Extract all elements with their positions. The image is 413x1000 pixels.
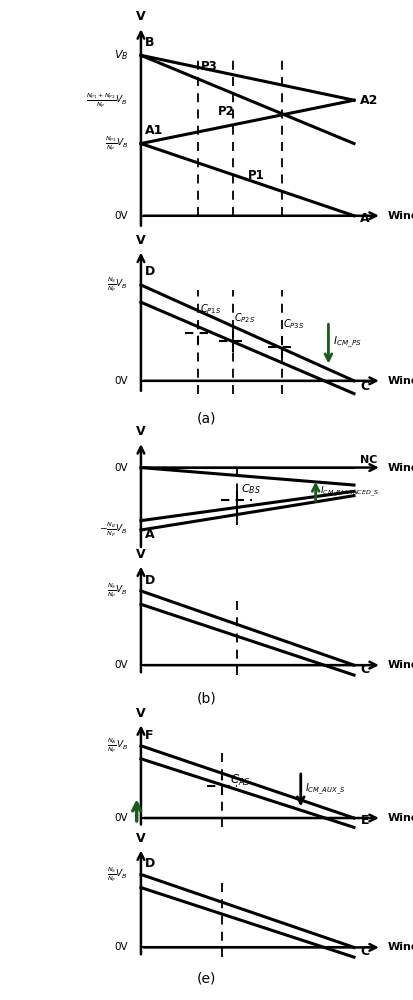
Text: E: E [361,814,369,827]
Text: P1: P1 [247,169,264,182]
Text: Window: Window [388,463,413,473]
Text: $I_{CM\_AUX\_S}$: $I_{CM\_AUX\_S}$ [305,782,346,797]
Text: NC: NC [361,455,378,465]
Text: V: V [136,832,146,845]
Text: $C_{P2S}$: $C_{P2S}$ [234,311,255,325]
Text: $C_{BS}$: $C_{BS}$ [241,483,261,496]
Text: D: D [145,574,155,587]
Text: Window: Window [388,211,413,221]
Text: 0V: 0V [114,660,128,670]
Text: D: D [145,857,155,870]
Text: F: F [145,729,154,742]
Text: A: A [361,212,370,225]
Text: $-\frac{N_B}{N_P}V_B$: $-\frac{N_B}{N_P}V_B$ [100,521,128,539]
Text: $\frac{N_S}{N_P}V_B$: $\frac{N_S}{N_P}V_B$ [107,276,128,294]
Text: $V_B$: $V_B$ [114,48,128,62]
Text: $\frac{N_S}{N_P}V_B$: $\frac{N_S}{N_P}V_B$ [107,582,128,600]
Text: 0V: 0V [114,463,128,473]
Text: V: V [136,548,146,561]
Text: A2: A2 [361,94,379,107]
Text: V: V [136,707,146,720]
Text: $I_{CM\_BALANCED\_S}$: $I_{CM\_BALANCED\_S}$ [320,484,379,499]
Text: $\frac{N_A}{N_P}V_B$: $\frac{N_A}{N_P}V_B$ [107,736,128,755]
Text: Window: Window [388,813,413,823]
Text: V: V [136,10,146,23]
Text: $C_{P1S}$: $C_{P1S}$ [199,302,221,316]
Text: C: C [361,380,370,393]
Text: 0V: 0V [114,813,128,823]
Text: (a): (a) [197,411,216,425]
Text: P3: P3 [201,60,217,73]
Text: D: D [145,265,155,278]
Text: 0V: 0V [114,376,128,386]
Text: $\frac{N_{P1}+N_{P2}}{N_P}V_B$: $\frac{N_{P1}+N_{P2}}{N_P}V_B$ [86,91,128,110]
Text: $\frac{N_{P1}}{N_P}V_B$: $\frac{N_{P1}}{N_P}V_B$ [104,134,128,153]
Text: C: C [361,945,370,958]
Text: $C_{AS}$: $C_{AS}$ [230,773,251,788]
Text: V: V [136,425,146,438]
Text: Window: Window [388,942,413,952]
Text: 0V: 0V [114,211,128,221]
Text: $C_{P3S}$: $C_{P3S}$ [282,317,304,331]
Text: P2: P2 [218,105,235,118]
Text: Window: Window [388,660,413,670]
Text: 0V: 0V [114,942,128,952]
Text: B: B [145,36,155,49]
Text: (e): (e) [197,971,216,985]
Text: V: V [136,234,146,247]
Text: C: C [361,663,370,676]
Text: $I_{CM\_PS}$: $I_{CM\_PS}$ [333,335,361,350]
Text: $\frac{N_S}{N_P}V_B$: $\frac{N_S}{N_P}V_B$ [107,865,128,884]
Text: A1: A1 [145,124,164,137]
Text: Window: Window [388,376,413,386]
Text: (b): (b) [197,691,216,705]
Text: A: A [145,528,155,541]
